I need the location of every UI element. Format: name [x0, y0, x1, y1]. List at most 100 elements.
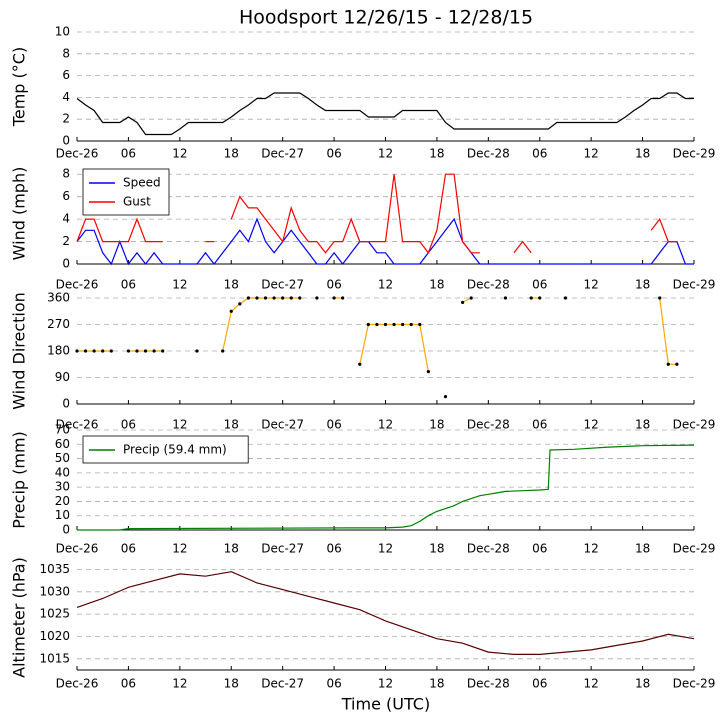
point — [341, 296, 345, 300]
y-tick-label: 90 — [55, 370, 70, 384]
point — [135, 349, 139, 353]
x-tick-label: 18 — [635, 147, 650, 161]
x-tick-label: 18 — [429, 147, 444, 161]
point — [289, 296, 293, 300]
legend-label: Precip (59.4 mm) — [123, 443, 227, 457]
x-axis-label: Time (UTC) — [341, 695, 430, 714]
y-tick-label: 1025 — [39, 607, 70, 621]
x-tick-label: 06 — [532, 542, 547, 556]
x-tick-label: 18 — [224, 147, 239, 161]
point — [401, 322, 405, 327]
x-tick-label: 12 — [378, 677, 393, 691]
x-tick-label: Dec-29 — [673, 278, 716, 292]
y-tick-label: 0 — [62, 397, 70, 411]
legend-box — [82, 168, 170, 216]
y-axis-label: Temp (°C) — [10, 47, 29, 127]
y-tick-label: 10 — [55, 508, 70, 522]
x-tick-label: 18 — [429, 278, 444, 292]
x-tick-label: 12 — [172, 278, 187, 292]
y-axis-label: Altimeter (hPa) — [10, 557, 29, 678]
point — [503, 296, 508, 300]
x-tick-label: Dec-28 — [467, 418, 510, 432]
y-tick-label: 10 — [55, 25, 70, 39]
x-tick-label: Dec-28 — [467, 278, 510, 292]
y-tick-label: 2 — [62, 112, 70, 126]
x-tick-label: 18 — [429, 418, 444, 432]
point — [461, 300, 465, 305]
y-tick-label: 50 — [55, 451, 70, 465]
y-tick-label: 1015 — [39, 651, 70, 665]
y-tick-label: 0 — [62, 523, 70, 537]
x-tick-label: 06 — [326, 542, 341, 556]
series-line — [76, 571, 695, 655]
x-tick-label: Dec-26 — [56, 677, 99, 691]
x-tick-label: 18 — [635, 278, 650, 292]
series-line — [76, 217, 163, 243]
point — [246, 296, 250, 300]
x-tick-label: 18 — [635, 677, 650, 691]
x-tick-label: 12 — [378, 147, 393, 161]
x-tick-label: 06 — [326, 147, 341, 161]
point — [101, 349, 105, 353]
x-tick-label: 12 — [584, 278, 599, 292]
legend-label: Speed — [123, 176, 161, 190]
x-tick-label: Dec-27 — [261, 278, 304, 292]
y-tick-label: 2 — [62, 234, 70, 248]
x-tick-label: 06 — [121, 418, 136, 432]
point — [563, 296, 568, 300]
y-tick-label: 0 — [62, 257, 70, 271]
x-tick-label: 12 — [584, 677, 599, 691]
x-tick-label: Dec-27 — [261, 147, 304, 161]
point — [409, 322, 413, 327]
point — [658, 296, 662, 300]
y-tick-label: 1020 — [39, 629, 70, 643]
point — [238, 302, 242, 306]
x-tick-label: 18 — [635, 418, 650, 432]
x-tick-label: 12 — [378, 418, 393, 432]
point — [143, 349, 148, 353]
point — [666, 362, 670, 366]
y-tick-label: 20 — [55, 494, 70, 508]
point — [418, 322, 422, 327]
point — [675, 362, 679, 366]
x-tick-label: Dec-28 — [467, 147, 510, 161]
x-tick-label: 12 — [172, 677, 187, 691]
y-axis-label: Precip (mm) — [10, 431, 29, 529]
x-tick-label: Dec-29 — [673, 677, 716, 691]
series-line — [77, 444, 695, 531]
x-tick-label: 06 — [532, 147, 547, 161]
point — [92, 349, 96, 353]
x-tick-label: Dec-29 — [673, 542, 716, 556]
series-line — [76, 217, 694, 266]
series-line — [359, 323, 429, 372]
x-tick-label: 06 — [121, 278, 136, 292]
x-tick-label: 12 — [584, 418, 599, 432]
y-tick-label: 180 — [47, 344, 70, 358]
point — [195, 349, 199, 353]
point — [529, 296, 533, 300]
point — [392, 322, 396, 327]
y-tick-label: 70 — [55, 423, 70, 437]
x-tick-label: Dec-26 — [56, 418, 99, 432]
point — [375, 322, 379, 327]
x-tick-label: 12 — [378, 278, 393, 292]
point — [263, 296, 268, 300]
x-tick-label: 12 — [172, 147, 187, 161]
x-tick-label: 18 — [224, 677, 239, 691]
point — [358, 362, 362, 366]
x-tick-label: 18 — [224, 278, 239, 292]
x-tick-label: Dec-28 — [467, 542, 510, 556]
x-tick-label: 06 — [121, 147, 136, 161]
x-tick-label: 06 — [326, 677, 341, 691]
series-line — [659, 297, 677, 365]
y-axis-label: Wind (mph) — [10, 167, 29, 261]
series-line — [513, 240, 532, 254]
y-tick-label: 30 — [55, 480, 70, 494]
x-tick-label: Dec-27 — [261, 542, 304, 556]
x-tick-label: Dec-26 — [56, 278, 99, 292]
x-tick-label: 12 — [378, 542, 393, 556]
point — [229, 309, 233, 313]
x-tick-label: Dec-27 — [261, 677, 304, 691]
point — [152, 349, 156, 353]
